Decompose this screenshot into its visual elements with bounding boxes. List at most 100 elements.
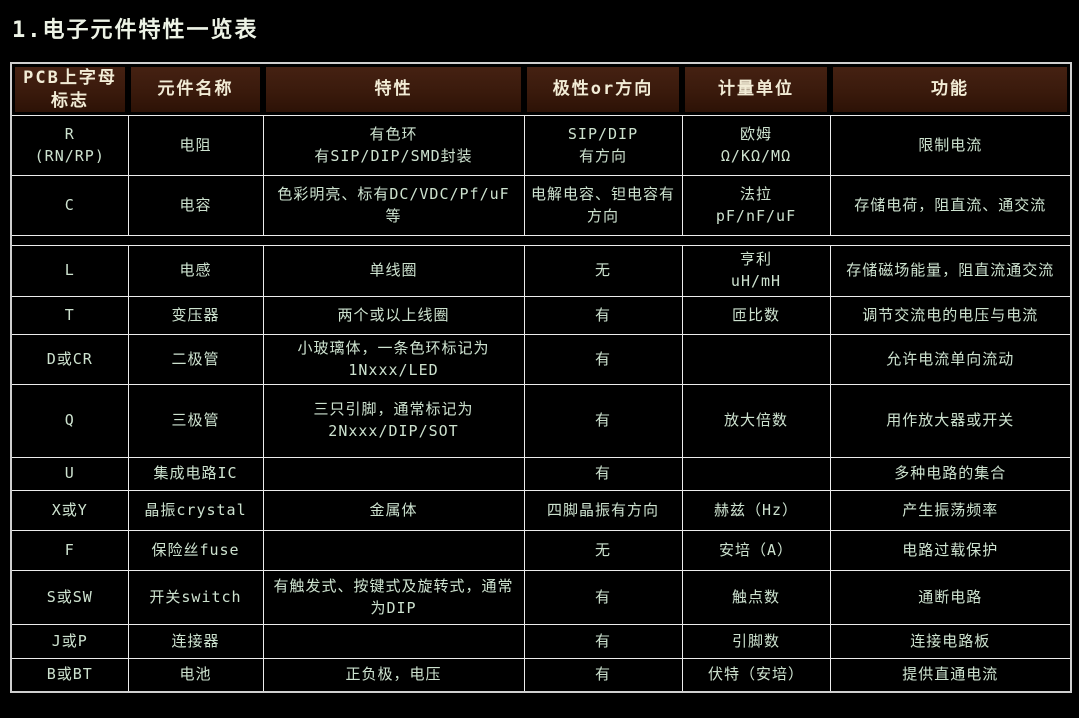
cell-function: 限制电流: [829, 115, 1072, 176]
table-row-battery: B或BT 电池 正负极，电压 有 伏特（安培） 提供直通电流: [10, 658, 1072, 692]
cell-component-name: 电感: [127, 245, 264, 297]
cell-pcb-mark: D或CR: [10, 334, 129, 385]
cell-polarity: 无: [523, 245, 683, 297]
cell-unit: 匝比数: [681, 296, 831, 335]
table-header: PCB上字母 标志 元件名称 特性 极性or方向 计量单位 功能: [11, 63, 1071, 116]
cell-unit: 亨利 uH/mH: [681, 245, 831, 297]
cell-feature: [262, 624, 525, 659]
cell-function: 多种电路的集合: [829, 457, 1072, 491]
cell-polarity: 有: [523, 296, 683, 335]
cell-polarity: SIP/DIP 有方向: [523, 115, 683, 176]
col-header-label: 功能: [833, 67, 1067, 112]
cell-pcb-mark: J或P: [10, 624, 129, 659]
header-row: PCB上字母 标志 元件名称 特性 极性or方向 计量单位 功能: [11, 63, 1071, 116]
cell-pcb-mark: B或BT: [10, 658, 129, 692]
cell-polarity: 有: [523, 334, 683, 385]
page-title: 1.电子元件特性一览表: [12, 18, 259, 43]
cell-function: 产生振荡频率: [829, 490, 1072, 531]
cell-feature: 单线圈: [262, 245, 525, 297]
cell-component-name: 三极管: [127, 384, 264, 458]
cell-feature: 小玻璃体，一条色环标记为 1Nxxx/LED: [262, 334, 525, 385]
cell-feature: 有色环 有SIP/DIP/SMD封装: [262, 115, 525, 176]
table-row-connector: J或P 连接器 有 引脚数 连接电路板: [10, 624, 1072, 659]
col-header-unit: 计量单位: [682, 63, 830, 116]
component-spec-table: PCB上字母 标志 元件名称 特性 极性or方向 计量单位 功能 R (RN/R…: [10, 62, 1072, 693]
table-row-inductor: L 电感 单线圈 无 亨利 uH/mH 存储磁场能量，阻直流通交流: [10, 245, 1072, 297]
cell-pcb-mark: S或SW: [10, 570, 129, 625]
cell-component-name: 变压器: [127, 296, 264, 335]
cell-feature: [262, 457, 525, 491]
table-row-ic: U 集成电路IC 有 多种电路的集合: [10, 457, 1072, 491]
cell-feature: 两个或以上线圈: [262, 296, 525, 335]
col-header-component-name: 元件名称: [128, 63, 263, 116]
cell-function: 通断电路: [829, 570, 1072, 625]
cell-component-name: 保险丝fuse: [127, 530, 264, 571]
cell-polarity: 四脚晶振有方向: [523, 490, 683, 531]
cell-polarity: 无: [523, 530, 683, 571]
cell-unit: 触点数: [681, 570, 831, 625]
cell-unit: 放大倍数: [681, 384, 831, 458]
col-header-pcb-mark: PCB上字母 标志: [11, 63, 128, 116]
table-row-transformer: T 变压器 两个或以上线圈 有 匝比数 调节交流电的电压与电流: [10, 296, 1072, 335]
table-row-switch: S或SW 开关switch 有触发式、按键式及旋转式，通常为DIP 有 触点数 …: [10, 570, 1072, 625]
cell-feature: 色彩明亮、标有DC/VDC/Pf/uF等: [262, 175, 525, 236]
component-spec-table-wrapper: PCB上字母 标志 元件名称 特性 极性or方向 计量单位 功能 R (RN/R…: [10, 62, 1072, 693]
cell-feature: [262, 530, 525, 571]
cell-pcb-mark: T: [10, 296, 129, 335]
row-divider-cell: [10, 235, 1072, 246]
table-row-fuse: F 保险丝fuse 无 安培（A） 电路过载保护: [10, 530, 1072, 571]
cell-unit: 法拉 pF/nF/uF: [681, 175, 831, 236]
cell-component-name: 二极管: [127, 334, 264, 385]
cell-pcb-mark: R (RN/RP): [10, 115, 129, 176]
cell-unit: 引脚数: [681, 624, 831, 659]
col-header-polarity: 极性or方向: [524, 63, 682, 116]
cell-pcb-mark: U: [10, 457, 129, 491]
col-header-label: PCB上字母 标志: [15, 67, 125, 112]
cell-component-name: 电池: [127, 658, 264, 692]
col-header-label: 特性: [266, 67, 521, 112]
cell-component-name: 电容: [127, 175, 264, 236]
cell-feature: 正负极，电压: [262, 658, 525, 692]
cell-function: 存储磁场能量，阻直流通交流: [829, 245, 1072, 297]
table-row-transistor: Q 三极管 三只引脚，通常标记为 2Nxxx/DIP/SOT 有 放大倍数 用作…: [10, 384, 1072, 458]
row-divider: [10, 235, 1072, 246]
cell-polarity: 有: [523, 658, 683, 692]
cell-unit: 安培（A）: [681, 530, 831, 571]
cell-component-name: 晶振crystal: [127, 490, 264, 531]
cell-unit: 欧姆 Ω/KΩ/MΩ: [681, 115, 831, 176]
cell-pcb-mark: F: [10, 530, 129, 571]
cell-function: 存储电荷，阻直流、通交流: [829, 175, 1072, 236]
cell-function: 调节交流电的电压与电流: [829, 296, 1072, 335]
cell-component-name: 集成电路IC: [127, 457, 264, 491]
col-header-label: 元件名称: [131, 67, 260, 112]
cell-unit: [681, 457, 831, 491]
cell-pcb-mark: X或Y: [10, 490, 129, 531]
cell-polarity: 电解电容、钽电容有方向: [523, 175, 683, 236]
cell-feature: 金属体: [262, 490, 525, 531]
table-row-capacitor: C 电容 色彩明亮、标有DC/VDC/Pf/uF等 电解电容、钽电容有方向 法拉…: [10, 175, 1072, 236]
cell-unit: [681, 334, 831, 385]
cell-unit: 赫兹（Hz）: [681, 490, 831, 531]
cell-component-name: 电阻: [127, 115, 264, 176]
cell-polarity: 有: [523, 384, 683, 458]
cell-function: 提供直通电流: [829, 658, 1072, 692]
cell-feature: 有触发式、按键式及旋转式，通常为DIP: [262, 570, 525, 625]
col-header-function: 功能: [830, 63, 1071, 116]
cell-feature: 三只引脚，通常标记为 2Nxxx/DIP/SOT: [262, 384, 525, 458]
col-header-feature: 特性: [263, 63, 524, 116]
cell-polarity: 有: [523, 570, 683, 625]
col-header-label: 极性or方向: [527, 67, 679, 112]
cell-function: 用作放大器或开关: [829, 384, 1072, 458]
cell-polarity: 有: [523, 457, 683, 491]
cell-function: 允许电流单向流动: [829, 334, 1072, 385]
cell-pcb-mark: C: [10, 175, 129, 236]
cell-pcb-mark: Q: [10, 384, 129, 458]
cell-pcb-mark: L: [10, 245, 129, 297]
table-row-resistor: R (RN/RP) 电阻 有色环 有SIP/DIP/SMD封装 SIP/DIP …: [10, 115, 1072, 176]
col-header-label: 计量单位: [685, 67, 827, 112]
cell-component-name: 开关switch: [127, 570, 264, 625]
cell-polarity: 有: [523, 624, 683, 659]
table-row-diode: D或CR 二极管 小玻璃体，一条色环标记为 1Nxxx/LED 有 允许电流单向…: [10, 334, 1072, 385]
cell-unit: 伏特（安培）: [681, 658, 831, 692]
